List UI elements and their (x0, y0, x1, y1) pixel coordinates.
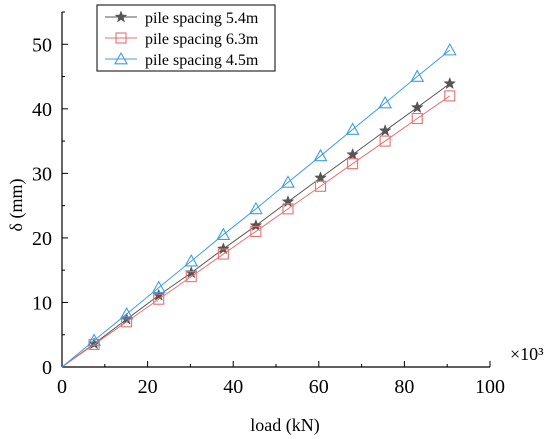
x-tick-label: 20 (138, 376, 158, 398)
data-point (347, 158, 359, 170)
axes: 0 20 40 60 80 100 0 10 20 30 40 50 (32, 11, 505, 398)
series-2 (61, 42, 457, 368)
data-point (248, 201, 263, 215)
series-0 (61, 76, 457, 368)
data-point (153, 293, 165, 305)
y-tick-label: 40 (32, 99, 52, 121)
series-line (61, 95, 451, 368)
series-1 (61, 90, 456, 368)
legend-label: pile spacing 6.3m (145, 31, 259, 48)
data-point (313, 148, 328, 162)
data-point (411, 112, 423, 125)
data-point (443, 76, 457, 90)
data-point (442, 42, 457, 56)
data-point (185, 271, 197, 283)
data-point (151, 280, 166, 293)
data-point (378, 95, 393, 109)
x-tick-label: 100 (475, 376, 505, 398)
x-tick-label: 0 (57, 376, 67, 398)
data-point (216, 242, 230, 255)
series-line (61, 49, 451, 368)
data-point (379, 135, 391, 147)
legend-item: pile spacing 5.4m (105, 10, 259, 27)
data-point (217, 248, 229, 260)
data-point (314, 171, 327, 184)
legend-label: pile spacing 4.5m (145, 52, 259, 69)
data-point (184, 254, 199, 267)
data-point (152, 288, 166, 301)
x-tick-label: 80 (394, 376, 414, 398)
data-point (410, 100, 424, 113)
data-point (282, 203, 294, 215)
y-tick-label: 10 (32, 292, 52, 314)
data-point (121, 316, 133, 328)
data-point (345, 122, 360, 135)
y-axis-title: δ (mm) (6, 179, 27, 232)
y-tick-label: 50 (32, 34, 52, 56)
data-point (346, 147, 360, 161)
data-point (314, 180, 327, 192)
data-point (281, 175, 295, 188)
data-point (115, 32, 127, 44)
data-point (87, 333, 102, 346)
data-point (114, 10, 128, 23)
y-tick-label: 0 (42, 357, 52, 379)
x-tick-label: 40 (223, 376, 243, 398)
legend-item: pile spacing 6.3m (105, 31, 259, 48)
data-point (216, 227, 231, 241)
legend-label: pile spacing 5.4m (145, 10, 259, 27)
x-tick-label: 60 (309, 376, 329, 398)
data-point (444, 90, 456, 102)
data-point (250, 225, 262, 238)
y-tick-label: 30 (32, 163, 52, 185)
x-axis-title: load (kN) (250, 415, 319, 436)
series-layer (61, 42, 457, 368)
y-tick-label: 20 (32, 228, 52, 250)
legend: pile spacing 5.4m pile spacing 6.3m pile s… (96, 4, 276, 72)
x-axis-multiplier: ×10³ (510, 344, 544, 364)
data-point (249, 218, 263, 232)
data-point (378, 124, 392, 137)
data-point (410, 69, 425, 82)
data-point (184, 266, 198, 279)
data-point (114, 51, 128, 65)
data-point (119, 306, 134, 320)
legend-item: pile spacing 4.5m (105, 51, 259, 69)
